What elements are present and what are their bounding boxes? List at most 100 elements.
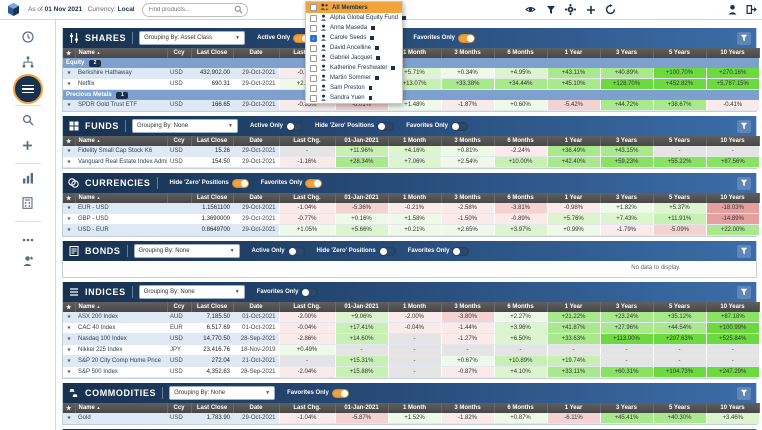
table-row[interactable]: ★ Vanguard Real Estate Index Admiral USD 15… (63, 156, 759, 168)
section-filter-icon[interactable] (737, 31, 751, 45)
column-favorite[interactable]: ★ (63, 48, 76, 58)
column-date[interactable]: Date (233, 48, 280, 58)
column-period-7[interactable]: 10 Years (706, 403, 760, 413)
sidebar-item-search[interactable] (13, 111, 43, 133)
column-period-1[interactable]: 1 Month (388, 136, 442, 146)
grouping-select[interactable]: Grouping By: None ▼ (133, 244, 240, 258)
column-period-1[interactable]: 1 Month (388, 48, 442, 58)
logout-icon[interactable] (746, 4, 757, 15)
member-checkbox[interactable] (310, 4, 317, 11)
toggle-switch-hide_zero[interactable] (231, 178, 249, 188)
column-period-0[interactable]: 01-Jan-2021 (335, 302, 389, 312)
column-date[interactable]: Date (233, 403, 280, 413)
filter-icon[interactable] (545, 4, 556, 15)
column-name[interactable]: Name ▲ (75, 136, 168, 146)
group-row[interactable]: Precious Metals 1 (63, 89, 759, 100)
column-period-2[interactable]: 3 Months (441, 403, 495, 413)
column-last-close[interactable]: Last Close (191, 48, 234, 58)
column-last-close[interactable]: Last Close (191, 302, 234, 312)
members-menu-item[interactable]: Alpha Global Equity Fund (306, 13, 406, 23)
column-last-chg[interactable]: Last Chg. (279, 193, 336, 203)
add-icon[interactable] (585, 4, 596, 15)
members-menu-item[interactable]: Sandra Yuen (306, 93, 402, 103)
member-checkbox[interactable] (310, 54, 317, 62)
column-period-7[interactable]: 10 Years (706, 302, 760, 312)
column-period-7[interactable]: 10 Years (706, 48, 760, 58)
column-period-3[interactable]: 6 Months (494, 48, 548, 58)
column-ccy[interactable]: Ccy (167, 136, 192, 146)
search-input[interactable] (146, 5, 234, 14)
column-period-5[interactable]: 3 Years (600, 48, 654, 58)
eye-icon[interactable] (525, 4, 536, 15)
favorite-star-icon[interactable]: ★ (63, 333, 75, 345)
column-period-6[interactable]: 5 Years (653, 48, 707, 58)
grouping-select[interactable]: Grouping By: None ▼ (138, 285, 245, 299)
sidebar-item-user-star[interactable] (13, 252, 43, 274)
toggle-switch-favorites_only[interactable] (301, 287, 319, 297)
column-period-0[interactable]: 01-Jan-2021 (335, 403, 389, 413)
table-row[interactable]: ★ SPDR Gold Trust ETF USD 166.65 29-Oct-2021… (63, 100, 759, 111)
column-name[interactable]: Name ▲ (75, 403, 168, 413)
favorite-star-icon[interactable]: ★ (63, 68, 75, 79)
table-row[interactable]: ★ Berkshire Hathaway USD 432,902.00 29-Oct-2… (63, 68, 759, 79)
member-checkbox[interactable]: ✓ (310, 34, 317, 42)
favorite-star-icon[interactable]: ★ (63, 312, 75, 323)
members-menu-item[interactable]: Anna Maseda (306, 23, 402, 33)
column-last-chg[interactable]: Last Chg. (279, 136, 336, 146)
table-row[interactable]: ★ ASX 200 Index AUD 7,185.50 01-Oct-2021 -2.0… (63, 312, 759, 323)
member-checkbox[interactable] (310, 44, 317, 52)
member-checkbox[interactable] (310, 24, 317, 32)
favorite-star-icon[interactable]: ★ (63, 213, 75, 225)
favorite-star-icon[interactable]: ★ (63, 78, 75, 90)
column-period-0[interactable]: 01-Jan-2021 (335, 193, 389, 203)
toggle-switch-favorites_only[interactable] (305, 178, 323, 188)
column-period-6[interactable]: 5 Years (653, 403, 707, 413)
table-row[interactable]: ★ Gold USD 1,783.90 29-Oct-2021 -1.04% -5.87% +… (63, 413, 759, 424)
toggle-switch-hide_zero[interactable] (378, 246, 396, 256)
column-period-3[interactable]: 6 Months (494, 136, 548, 146)
column-period-5[interactable]: 3 Years (600, 136, 654, 146)
section-filter-icon[interactable] (737, 176, 751, 190)
toggle-switch-favorites_only[interactable] (452, 246, 470, 256)
column-ccy[interactable]: Ccy (167, 302, 192, 312)
table-row[interactable]: ★ S&P 500 Index USD 4,352.63 28-Sep-2021 -2.0… (63, 366, 759, 378)
table-row[interactable]: ★ Nasdaq 100 Index USD 14,770.50 28-Sep-2021… (63, 333, 759, 345)
member-checkbox[interactable] (310, 94, 317, 102)
column-period-4[interactable]: 1 Year (547, 302, 601, 312)
members-menu-item[interactable]: Katherine Freshwater (306, 63, 402, 73)
toggle-switch-favorites_only[interactable] (458, 33, 476, 43)
column-period-4[interactable]: 1 Year (547, 136, 601, 146)
column-period-6[interactable]: 5 Years (653, 193, 707, 203)
table-row[interactable]: ★ GBP - USD 1.3690000 29-Oct-2021 -0.77% +0.1… (63, 213, 759, 225)
grouping-select[interactable]: Grouping By: None ▼ (169, 386, 276, 400)
sidebar-item-calculator[interactable] (13, 194, 43, 216)
column-name[interactable]: Name ▲ (75, 193, 168, 203)
column-period-2[interactable]: 3 Months (441, 136, 495, 146)
column-period-2[interactable]: 3 Months (441, 48, 495, 58)
column-period-1[interactable]: 1 Month (388, 403, 442, 413)
table-row[interactable]: ★ USD - EUR 0.8649700 29-Oct-2021 +1.05% +5.6… (63, 224, 759, 236)
sidebar-item-add[interactable] (13, 136, 43, 158)
sidebar-item-active[interactable] (12, 74, 43, 104)
column-date[interactable]: Date (233, 302, 280, 312)
search-icon[interactable] (234, 1, 243, 19)
favorite-star-icon[interactable]: ★ (63, 355, 75, 367)
column-period-5[interactable]: 3 Years (600, 193, 654, 203)
section-filter-icon[interactable] (737, 244, 751, 258)
column-period-2[interactable]: 3 Months (441, 302, 495, 312)
member-checkbox[interactable] (310, 14, 317, 22)
column-favorite[interactable]: ★ (63, 302, 76, 312)
column-period-4[interactable]: 1 Year (547, 193, 601, 203)
member-checkbox[interactable] (310, 84, 317, 92)
group-row[interactable]: Equity 2 (63, 58, 759, 68)
members-menu-item[interactable]: Sam Preston (306, 83, 402, 93)
column-name[interactable]: Name ▲ (75, 302, 168, 312)
favorite-star-icon[interactable]: ★ (63, 203, 75, 214)
favorite-star-icon[interactable]: ★ (63, 224, 75, 236)
column-last-chg[interactable]: Last Chg. (279, 302, 336, 312)
column-period-6[interactable]: 5 Years (653, 302, 707, 312)
column-period-5[interactable]: 3 Years (600, 403, 654, 413)
table-row[interactable]: ★ Nikkei 225 Index JPY 23,416.76 18-Nov-2019… (63, 344, 759, 356)
column-period-7[interactable]: 10 Years (706, 136, 760, 146)
table-row[interactable]: ★ S&P 20 City Comp Home Price USD 272.04 21-… (63, 355, 759, 367)
